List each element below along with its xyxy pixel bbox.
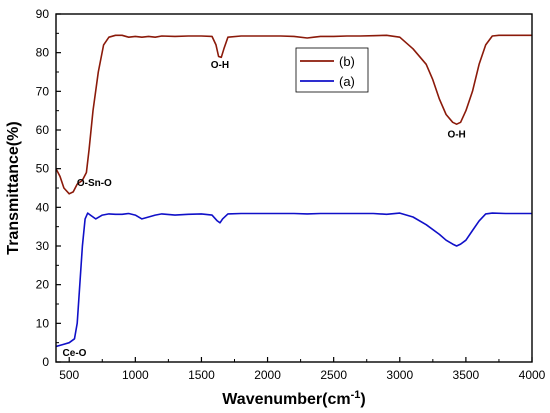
x-tick-label-2000: 2000 — [254, 368, 281, 382]
legend: (b) (a) — [295, 47, 369, 93]
y-tick-label-50: 50 — [36, 162, 50, 176]
y-tick-label-80: 80 — [36, 46, 50, 60]
x-tick-label-1500: 1500 — [188, 368, 215, 382]
axes — [55, 13, 533, 363]
plot-frame — [55, 13, 533, 363]
y-tick-label-40: 40 — [36, 200, 50, 214]
y-tick-label-70: 70 — [36, 84, 50, 98]
series-line-b — [56, 34, 532, 195]
annotation-o-h-1: O-H — [211, 60, 229, 71]
tick-marks: 500 1000 1500 2000 2500 3000 3500 4000 0 10 20 30 40… — [36, 7, 546, 382]
x-axis-title-suffix: ) — [360, 391, 365, 408]
x-tick-label-500: 500 — [59, 368, 79, 382]
annotations: O-Sn-O O-H O-H Ce-O — [63, 60, 466, 359]
x-axis-title-main: Wavenumber(cm — [222, 391, 350, 408]
x-tick-label-3000: 3000 — [386, 368, 413, 382]
y-tick-label-0: 0 — [42, 355, 49, 369]
y-axis-title: Transmittance(%) — [5, 121, 22, 254]
legend-box — [295, 47, 369, 93]
legend-label-0: (b) — [339, 54, 355, 69]
annotation-ce-o-3: Ce-O — [63, 348, 87, 359]
x-tick-label-4000: 4000 — [519, 368, 546, 382]
y-tick-label-90: 90 — [36, 7, 50, 21]
plot-area — [56, 34, 532, 348]
y-tick-label-30: 30 — [36, 239, 50, 253]
x-axis-title-sup: -1 — [351, 389, 361, 401]
x-tick-label-2500: 2500 — [320, 368, 347, 382]
x-tick-label-1000: 1000 — [122, 368, 149, 382]
legend-label-1: (a) — [339, 74, 355, 89]
x-axis-title: Wavenumber(cm-1) — [222, 389, 365, 408]
x-tick-label-3500: 3500 — [453, 368, 480, 382]
series-line-a — [56, 212, 532, 348]
y-tick-label-60: 60 — [36, 123, 50, 137]
y-tick-label-10: 10 — [36, 316, 50, 330]
annotation-o-sn-o-0: O-Sn-O — [77, 178, 112, 189]
annotation-o-h-2: O-H — [447, 130, 465, 141]
y-tick-label-20: 20 — [36, 278, 50, 292]
